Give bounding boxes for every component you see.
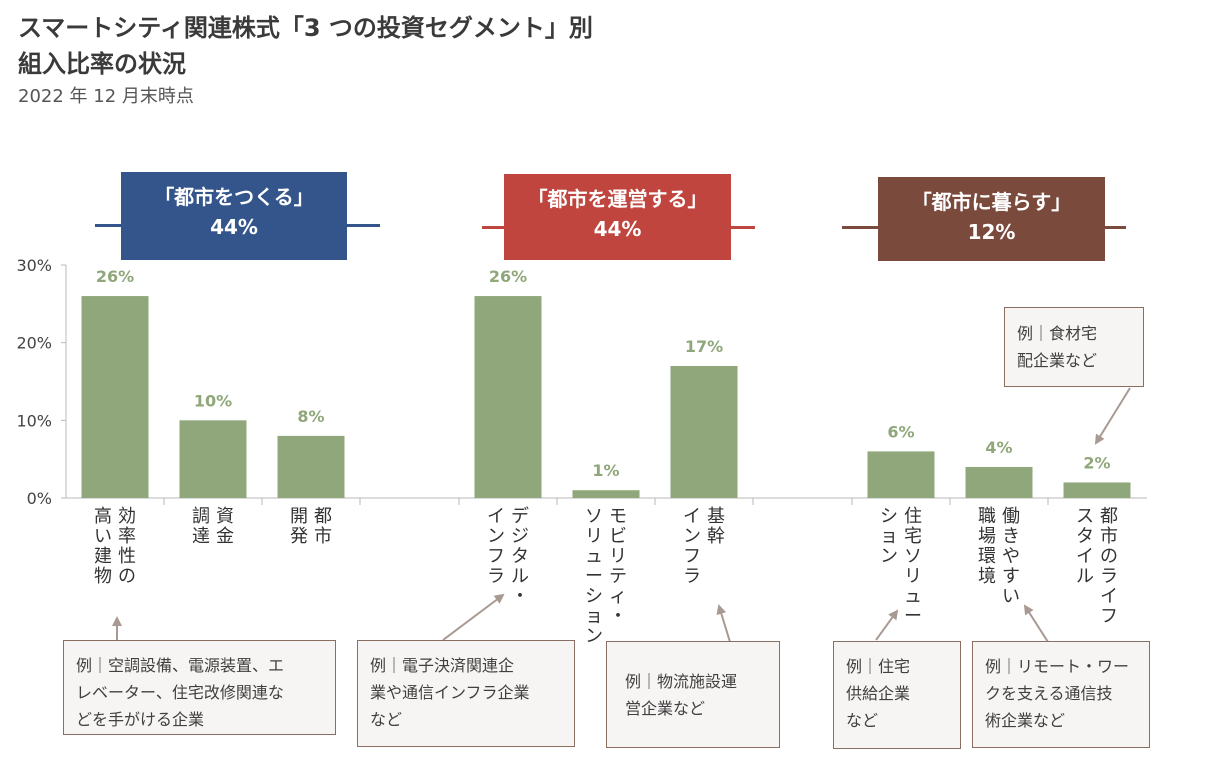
callout-buildings-line-1: 例｜空調設備、電源装置、エ bbox=[76, 656, 285, 675]
callout-workplace-line-3: 術企業など bbox=[985, 711, 1066, 730]
category-label: 効率性の bbox=[118, 506, 136, 587]
callout-lifestyle: 例｜食材宅 配企業など bbox=[1004, 307, 1144, 387]
data-label: 4% bbox=[985, 438, 1012, 457]
data-label: 6% bbox=[887, 422, 914, 441]
callout-workplace-line-2: クを支える通信技 bbox=[985, 684, 1113, 703]
bar bbox=[474, 296, 542, 498]
callout-workplace-line-1: 例｜リモート・ワー bbox=[985, 657, 1130, 676]
callout-digital-line-1: 例｜電子決済関連企 bbox=[370, 656, 515, 675]
segment-share-build: 44% bbox=[210, 215, 258, 239]
segment-name-build: 「都市をつくる」 bbox=[154, 185, 314, 209]
category-label: 働きやすい bbox=[1002, 506, 1020, 607]
category-label: 都市のライフ bbox=[1100, 506, 1118, 627]
callout-lifestyle-line-2: 配企業など bbox=[1017, 351, 1098, 370]
y-tick-label: 10% bbox=[16, 411, 52, 430]
segment-share-operate: 44% bbox=[593, 217, 642, 241]
chart-title-line-2: 組入比率の状況 bbox=[18, 50, 186, 78]
data-label: 8% bbox=[297, 407, 324, 426]
segment-box-live: 「都市に暮らす」 12% bbox=[878, 177, 1105, 261]
y-tick-label: 30% bbox=[16, 256, 52, 275]
segment-box-build: 「都市をつくる」 44% bbox=[121, 172, 347, 260]
data-label: 17% bbox=[685, 337, 723, 356]
callout-infra-line-2: 営企業など bbox=[625, 699, 706, 718]
category-label: 職場環境 bbox=[978, 506, 996, 587]
segment-share-live: 12% bbox=[967, 220, 1016, 244]
data-label: 10% bbox=[194, 391, 232, 410]
category-label: ション bbox=[880, 506, 898, 567]
callout-buildings: 例｜空調設備、電源装置、エ レベーター、住宅改修関連な どを手がける企業 bbox=[63, 640, 336, 735]
category-label: インフラ bbox=[487, 506, 505, 587]
callout-housing-line-1: 例｜住宅 bbox=[846, 657, 911, 676]
bar bbox=[670, 365, 738, 498]
chart-subtitle: 2022 年 12 月末時点 bbox=[18, 86, 194, 107]
callout-infra: 例｜物流施設運 営企業など bbox=[606, 641, 780, 748]
callout-workplace: 例｜リモート・ワー クを支える通信技 術企業など bbox=[972, 641, 1150, 748]
category-label: モビリティ・ bbox=[609, 506, 627, 627]
bar bbox=[867, 451, 935, 498]
callout-digital-line-3: など bbox=[370, 710, 403, 729]
segment-name-live: 「都市に暮らす」 bbox=[911, 190, 1072, 214]
category-label: スタイル bbox=[1076, 506, 1094, 587]
category-label: ソリューション bbox=[585, 506, 603, 647]
callout-lifestyle-line-1: 例｜食材宅 bbox=[1017, 324, 1098, 343]
bar bbox=[1063, 482, 1131, 498]
segment-name-operate: 「都市を運営する」 bbox=[527, 187, 708, 211]
y-tick-label: 0% bbox=[27, 489, 52, 508]
callout-arrow bbox=[442, 593, 505, 641]
callout-housing-line-2: 供給企業 bbox=[846, 684, 911, 703]
category-label: デジタル・ bbox=[511, 506, 529, 607]
callout-digital: 例｜電子決済関連企 業や通信インフラ企業 など bbox=[357, 640, 575, 747]
bar bbox=[965, 466, 1033, 498]
data-label: 26% bbox=[489, 267, 527, 286]
segment-box-operate: 「都市を運営する」 44% bbox=[504, 174, 731, 260]
callout-arrow bbox=[875, 609, 899, 641]
category-label: 高い建物 bbox=[94, 506, 112, 587]
category-label: 開発 bbox=[290, 506, 308, 547]
category-label: 都市 bbox=[314, 506, 332, 547]
callout-housing-line-3: など bbox=[846, 711, 879, 730]
callout-buildings-line-3: どを手がける企業 bbox=[76, 710, 205, 729]
category-label: 調達 bbox=[192, 506, 210, 547]
bar bbox=[277, 435, 345, 498]
category-label: 基幹 bbox=[707, 506, 725, 547]
callout-housing: 例｜住宅 供給企業 など bbox=[833, 641, 961, 749]
data-label: 26% bbox=[96, 267, 134, 286]
callout-digital-line-2: 業や通信インフラ企業 bbox=[370, 683, 530, 702]
data-label: 1% bbox=[592, 461, 619, 480]
category-label: インフラ bbox=[683, 506, 701, 587]
data-label: 2% bbox=[1083, 453, 1110, 472]
bar bbox=[179, 420, 247, 498]
chart-title-line-1: スマートシティ関連株式「3 つの投資セグメント」別 bbox=[18, 14, 593, 42]
y-tick-label: 20% bbox=[16, 334, 52, 353]
bar bbox=[572, 490, 640, 498]
callout-arrow bbox=[716, 604, 731, 643]
bar bbox=[81, 296, 149, 498]
callout-infra-line-1: 例｜物流施設運 bbox=[625, 672, 738, 691]
callout-buildings-line-2: レベーター、住宅改修関連な bbox=[76, 683, 284, 702]
category-label: 資金 bbox=[216, 506, 234, 547]
callout-arrow bbox=[1023, 604, 1049, 643]
callout-arrow bbox=[1094, 387, 1131, 445]
category-label: 住宅ソリュー bbox=[904, 506, 922, 627]
